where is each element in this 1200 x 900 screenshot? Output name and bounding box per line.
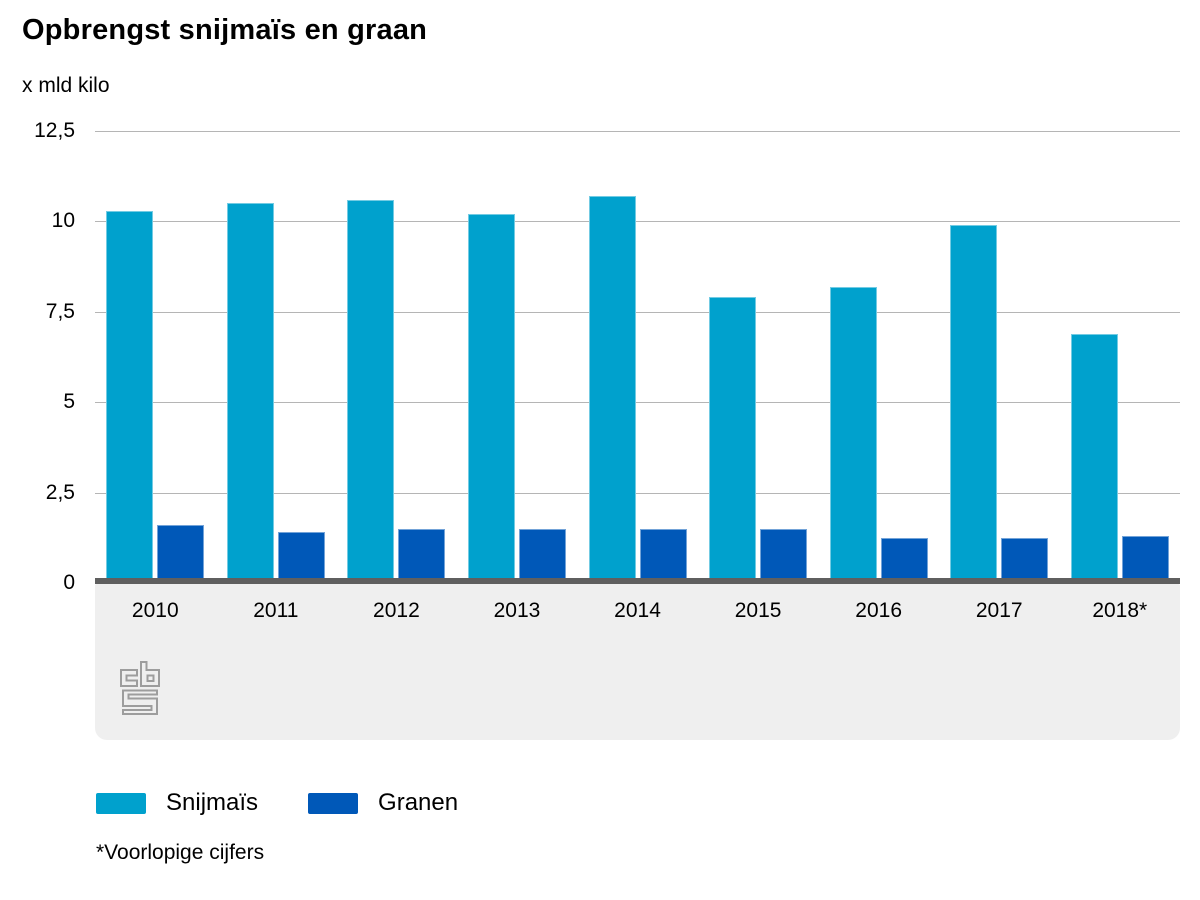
y-tick-label: 10 (51, 209, 75, 233)
gridline (95, 311, 1180, 313)
bar-snijmas-2017 (950, 225, 998, 583)
gridline (95, 402, 1180, 404)
bar-group-2017 (939, 131, 1060, 583)
y-tick-label: 2,5 (45, 480, 75, 504)
bar-snijmas-2011 (226, 203, 274, 583)
bar-group-2014 (577, 131, 698, 583)
bars-row (95, 131, 1180, 583)
bar-group-2016 (818, 131, 939, 583)
x-axis-label-2016: 2016 (855, 599, 903, 622)
bar-group-2011 (216, 131, 337, 583)
y-tick-label: 0 (63, 571, 75, 594)
bar-group-2013 (457, 131, 578, 583)
bar-granen-2016 (880, 537, 928, 583)
y-tick-label: 12,5 (34, 119, 75, 142)
legend-swatch-granen (308, 792, 359, 814)
x-axis-footer-panel: 2010 2011 2012 2013 2014 2015 2016 2017 2018* (95, 584, 1180, 740)
legend-label-snijmas: Snijmaïs (166, 789, 259, 816)
bar-granen-2010 (157, 525, 205, 583)
bar-granen-2013 (518, 528, 566, 583)
gridline (95, 131, 1180, 132)
gridlines (95, 131, 1180, 583)
bar-granen-2018 (1121, 536, 1169, 583)
x-axis-label-2011: 2011 (253, 599, 299, 622)
x-axis-label-2015: 2015 (734, 599, 782, 622)
x-axis-label-2012: 2012 (373, 599, 420, 622)
y-tick-label: 5 (63, 390, 75, 414)
legend-item-snijmas: Snijmaïs (96, 789, 258, 817)
gridline (95, 492, 1180, 494)
bar-granen-2011 (277, 532, 325, 583)
bar-snijmas-2016 (829, 286, 877, 583)
bar-snijmas-2018 (1070, 333, 1118, 583)
x-axis-label-2013: 2013 (493, 599, 541, 622)
legend-item-granen: Granen (308, 789, 458, 817)
y-tick-label: 7,5 (45, 299, 75, 323)
legend-label-granen: Granen (378, 789, 459, 816)
bar-group-2010 (95, 131, 216, 583)
bar-group-2015 (698, 131, 819, 583)
x-axis-label-2014: 2014 (614, 599, 661, 622)
bar-snijmas-2013 (467, 214, 515, 583)
x-axis-labels: 2010 2011 2012 2013 2014 2015 2016 2017 2018* (95, 584, 1180, 623)
x-axis-label-2017: 2017 (975, 599, 1023, 622)
x-axis-label-2018: 2018* (1092, 599, 1148, 622)
bar-snijmas-2012 (347, 199, 395, 583)
bar-snijmas-2014 (588, 196, 636, 583)
plot-area (95, 131, 1180, 583)
bar-granen-2015 (760, 528, 808, 583)
legend-swatch-snijmas (96, 792, 146, 814)
x-axis-label-2010: 2010 (131, 599, 179, 622)
bar-granen-2012 (398, 528, 446, 583)
bar-snijmas-2015 (709, 297, 757, 583)
bar-granen-2017 (1001, 537, 1049, 583)
page-title: Opbrengst snijmaïs en graan (22, 14, 428, 46)
bar-group-2018 (1060, 131, 1181, 583)
gridline (95, 221, 1180, 223)
cbs-logo-icon (120, 661, 160, 715)
bar-group-2012 (336, 131, 457, 583)
y-axis-unit-label: x mld kilo (22, 74, 110, 97)
bar-snijmas-2010 (106, 210, 154, 583)
footnote: *Voorlopige cijfers (96, 841, 265, 864)
bar-granen-2014 (639, 528, 687, 583)
x-axis-baseline (95, 578, 1180, 584)
legend: Snijmaïs Granen (96, 789, 458, 817)
